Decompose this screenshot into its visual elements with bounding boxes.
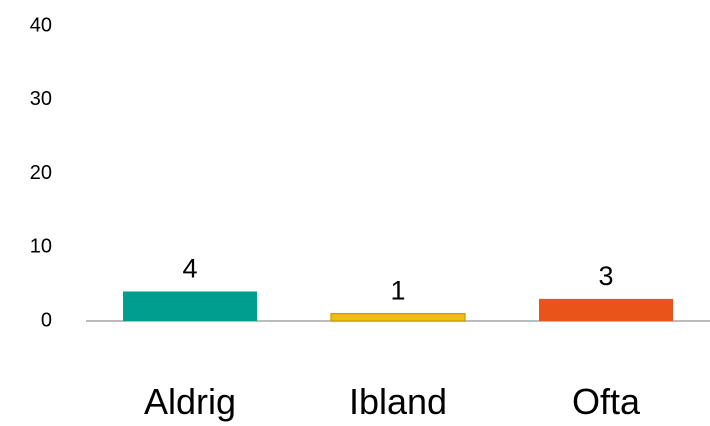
category-labels: Aldrig Ibland Ofta (144, 381, 641, 422)
bar-ofta (539, 298, 673, 321)
y-tick-label: 10 (30, 236, 52, 258)
category-label: Ibland (349, 381, 447, 422)
category-label: Ofta (572, 381, 641, 422)
y-tick-label: 40 (30, 14, 52, 36)
y-tick-label: 30 (30, 88, 52, 110)
data-labels: 4 1 3 (182, 254, 613, 306)
data-label: 3 (598, 261, 613, 291)
data-label: 1 (390, 276, 405, 306)
y-tick-label: 20 (30, 162, 52, 184)
data-label: 4 (182, 254, 197, 284)
bar-ibland (330, 313, 466, 322)
bar-aldrig (123, 291, 257, 321)
bar-series (123, 291, 673, 322)
category-label: Aldrig (144, 381, 236, 422)
y-tick-label: 0 (41, 309, 52, 331)
y-axis-ticks: 0 10 20 30 40 (30, 14, 52, 331)
